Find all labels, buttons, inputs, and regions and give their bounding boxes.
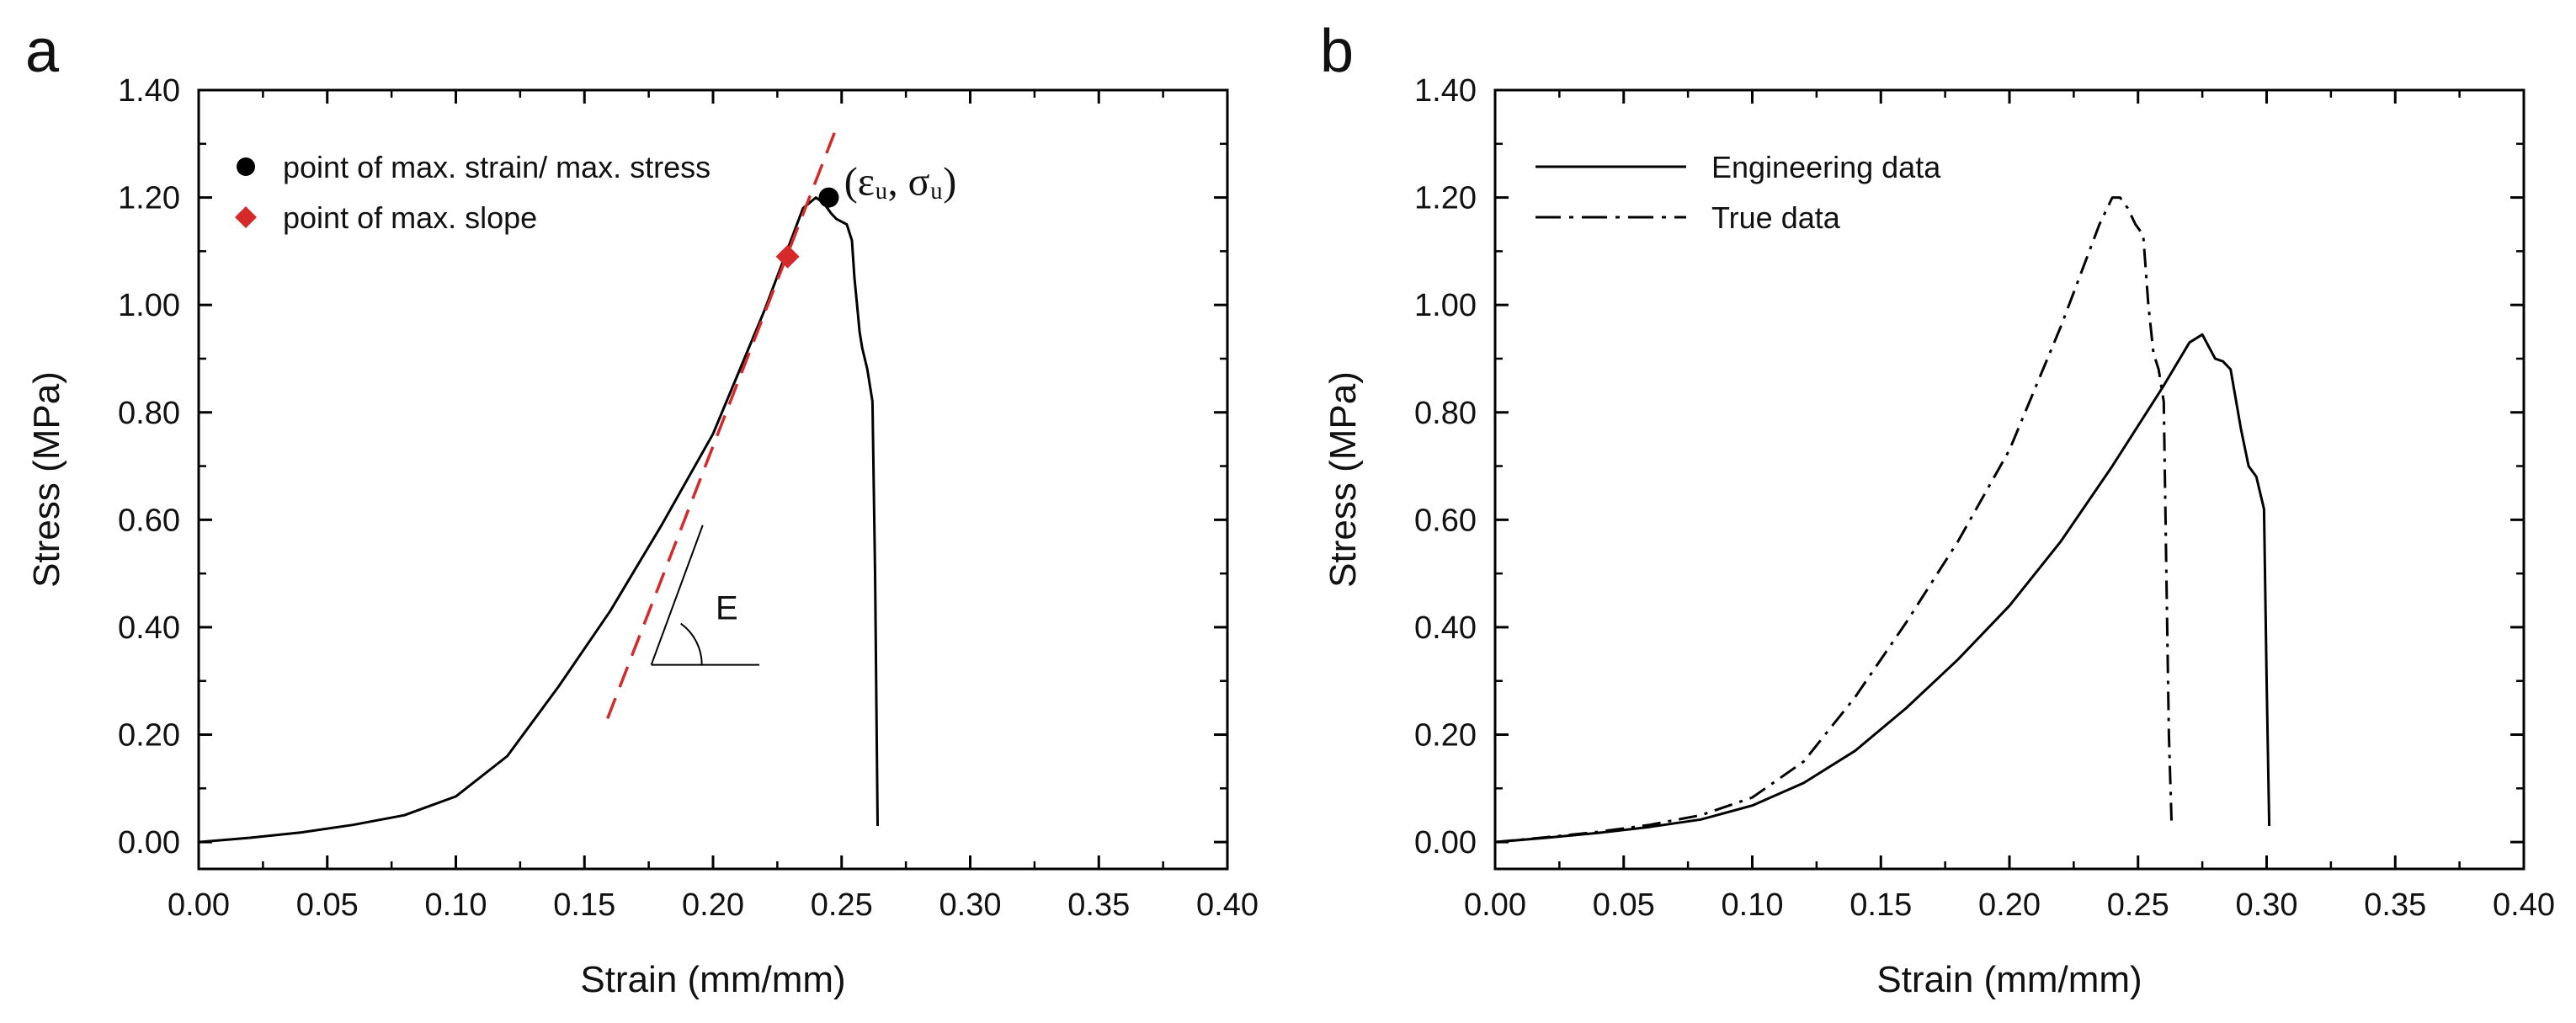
legend-entry-label: point of max. strain/ max. stress [283, 150, 711, 184]
x-tick-label: 0.10 [425, 887, 487, 923]
panel-letter: a [25, 18, 60, 85]
y-tick-label: 0.40 [1414, 610, 1477, 646]
y-tick-label: 0.00 [118, 825, 180, 860]
x-tick-label: 0.35 [1067, 887, 1130, 923]
x-tick-label: 0.40 [1196, 887, 1259, 923]
max-point-label: (εᵤ, σᵤ) [844, 159, 956, 204]
y-tick-label: 0.40 [118, 610, 180, 646]
x-tick-label: 0.25 [811, 887, 873, 923]
series-line-0 [1494, 333, 2271, 844]
panel-letter: b [1320, 18, 1354, 85]
y-tick-label: 0.00 [1414, 825, 1477, 860]
x-tick-label: 0.05 [296, 887, 359, 923]
x-tick-label: 0.30 [939, 887, 1002, 923]
x-tick-label: 0.15 [1850, 887, 1912, 923]
x-tick-label: 0.25 [2107, 887, 2169, 923]
legend-circle-icon [237, 157, 255, 176]
legend-entry-label: True data [1711, 200, 1841, 235]
x-tick-label: 0.15 [553, 887, 615, 923]
x-tick-label: 0.20 [682, 887, 744, 923]
y-tick-label: 0.60 [118, 503, 180, 538]
y-axis-label: Stress (MPa) [26, 371, 67, 588]
series-line-1 [1494, 196, 2173, 844]
x-tick-label: 0.35 [2364, 887, 2426, 923]
y-tick-label: 0.20 [118, 718, 180, 754]
y-tick-label: 0.60 [1414, 503, 1477, 538]
marker-max-slope [775, 244, 800, 269]
y-tick-label: 1.40 [118, 73, 180, 109]
angle-arc [680, 622, 703, 665]
x-tick-label: 0.10 [1722, 887, 1784, 923]
panel-b: 0.00 0.05 0.10 0.15 0.20 0.25 0.30 0.35 0.40 0.00… [1320, 18, 2555, 1000]
x-tick-label: 0.00 [168, 887, 230, 923]
marker-max-stress [818, 187, 839, 208]
panel-a: 0.00 0.05 0.10 0.15 0.20 0.25 0.30 0.35 0.40 0.00… [25, 18, 1259, 1000]
y-tick-label: 1.20 [1414, 181, 1477, 216]
y-tick-label: 1.00 [118, 288, 180, 323]
series-line-0 [198, 196, 879, 844]
legend-entry-label: point of max. slope [283, 200, 537, 235]
x-axis-label: Strain (mm/mm) [580, 959, 845, 1000]
modulus-label: E [716, 589, 738, 626]
x-tick-label: 0.20 [1978, 887, 2041, 923]
x-tick-label: 0.00 [1464, 887, 1526, 923]
y-tick-label: 0.80 [118, 396, 180, 431]
legend-entry-label: Engineering data [1711, 150, 1941, 184]
y-tick-label: 1.20 [118, 181, 180, 216]
x-tick-label: 0.40 [2493, 887, 2555, 923]
legend-diamond-icon [235, 206, 257, 228]
y-tick-label: 0.20 [1414, 718, 1477, 754]
y-tick-label: 0.80 [1414, 396, 1477, 431]
series-line-1 [606, 127, 838, 720]
plot-frame [1493, 88, 2525, 871]
y-tick-label: 1.00 [1414, 288, 1477, 323]
y-tick-label: 1.40 [1414, 73, 1477, 109]
x-tick-label: 0.05 [1593, 887, 1655, 923]
x-tick-label: 0.30 [2236, 887, 2298, 923]
y-axis-label: Stress (MPa) [1323, 371, 1364, 588]
x-axis-label: Strain (mm/mm) [1876, 959, 2142, 1000]
angle-slope-line [650, 525, 704, 665]
